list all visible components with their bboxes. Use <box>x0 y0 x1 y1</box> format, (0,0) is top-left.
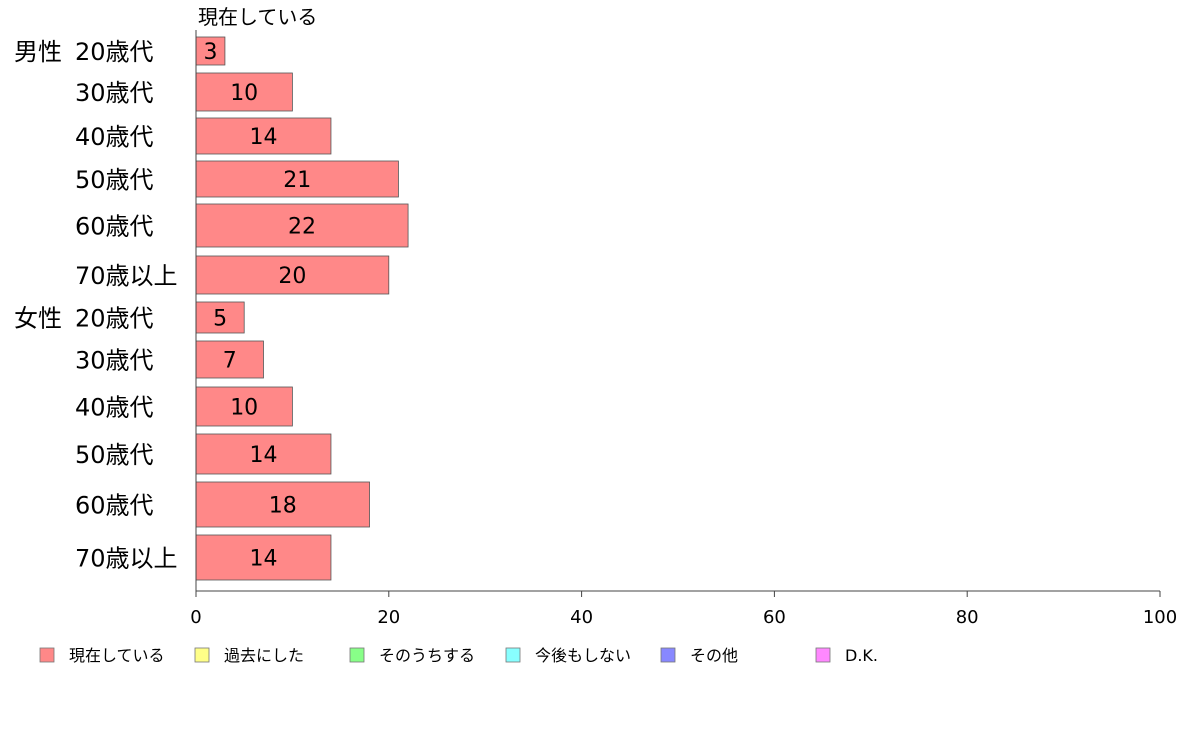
bar-value-label-2: 10 <box>230 81 258 106</box>
category-label-5: 60歳代 <box>75 213 154 241</box>
bar-6 <box>195 255 390 295</box>
category-label-1: 20歳代 <box>75 38 154 66</box>
category-label-8: 30歳代 <box>75 347 154 375</box>
category-label-7: 20歳代 <box>75 305 154 333</box>
bar-5 <box>195 203 409 248</box>
bar-3 <box>195 117 332 155</box>
bar-value-label-8: 7 <box>223 349 237 374</box>
x-tick-label-1: 0 <box>190 607 201 628</box>
category-label-3: 40歳代 <box>75 123 154 151</box>
legend-label-5: その他 <box>690 646 738 665</box>
category-label-2: 30歳代 <box>75 79 154 107</box>
bar-value-label-9: 10 <box>230 396 258 421</box>
category-label-4: 50歳代 <box>75 166 154 194</box>
bar-value-label-11: 18 <box>269 494 297 519</box>
legend-swatch-4 <box>505 647 521 663</box>
category-label-12: 70歳以上 <box>75 545 178 573</box>
bar-7 <box>195 301 245 334</box>
legend-swatch-1 <box>39 647 55 663</box>
category-label-11: 60歳代 <box>75 492 154 520</box>
bar-value-label-12: 14 <box>249 547 277 572</box>
x-tick-label-6: 100 <box>1143 607 1177 628</box>
legend-swatch-6 <box>815 647 831 663</box>
bar-4 <box>195 160 399 198</box>
category-label-10: 50歳代 <box>75 441 154 469</box>
bar-value-label-6: 20 <box>278 264 306 289</box>
legend-label-1: 現在している <box>69 646 165 665</box>
bar-value-label-3: 14 <box>249 125 277 150</box>
bar-value-label-7: 5 <box>213 307 227 332</box>
bar-value-label-5: 22 <box>288 215 316 240</box>
legend-swatch-3 <box>349 647 365 663</box>
bar-value-label-10: 14 <box>249 443 277 468</box>
x-tick-label-3: 40 <box>570 607 593 628</box>
category-label-6: 70歳以上 <box>75 262 178 290</box>
bar-2 <box>195 72 293 112</box>
x-tick-label-4: 60 <box>763 607 786 628</box>
series-header: 現在している <box>198 5 317 29</box>
legend-label-4: 今後もしない <box>535 646 631 665</box>
x-tick-label-5: 80 <box>956 607 979 628</box>
legend-label-3: そのうちする <box>379 646 475 665</box>
bar-value-label-4: 21 <box>283 168 311 193</box>
category-label-9: 40歳代 <box>75 394 154 422</box>
x-tick-label-2: 20 <box>377 607 400 628</box>
legend-swatch-2 <box>194 647 210 663</box>
legend-label-6: D.K. <box>845 646 878 665</box>
bar-11 <box>195 481 370 528</box>
bar-value-label-1: 3 <box>203 40 217 65</box>
bar-12 <box>195 534 332 581</box>
group-label-2: 女性 <box>14 305 62 333</box>
bar-10 <box>195 433 332 475</box>
group-label-1: 男性 <box>14 38 62 66</box>
legend-label-2: 過去にした <box>224 646 304 665</box>
legend-swatch-5 <box>660 647 676 663</box>
